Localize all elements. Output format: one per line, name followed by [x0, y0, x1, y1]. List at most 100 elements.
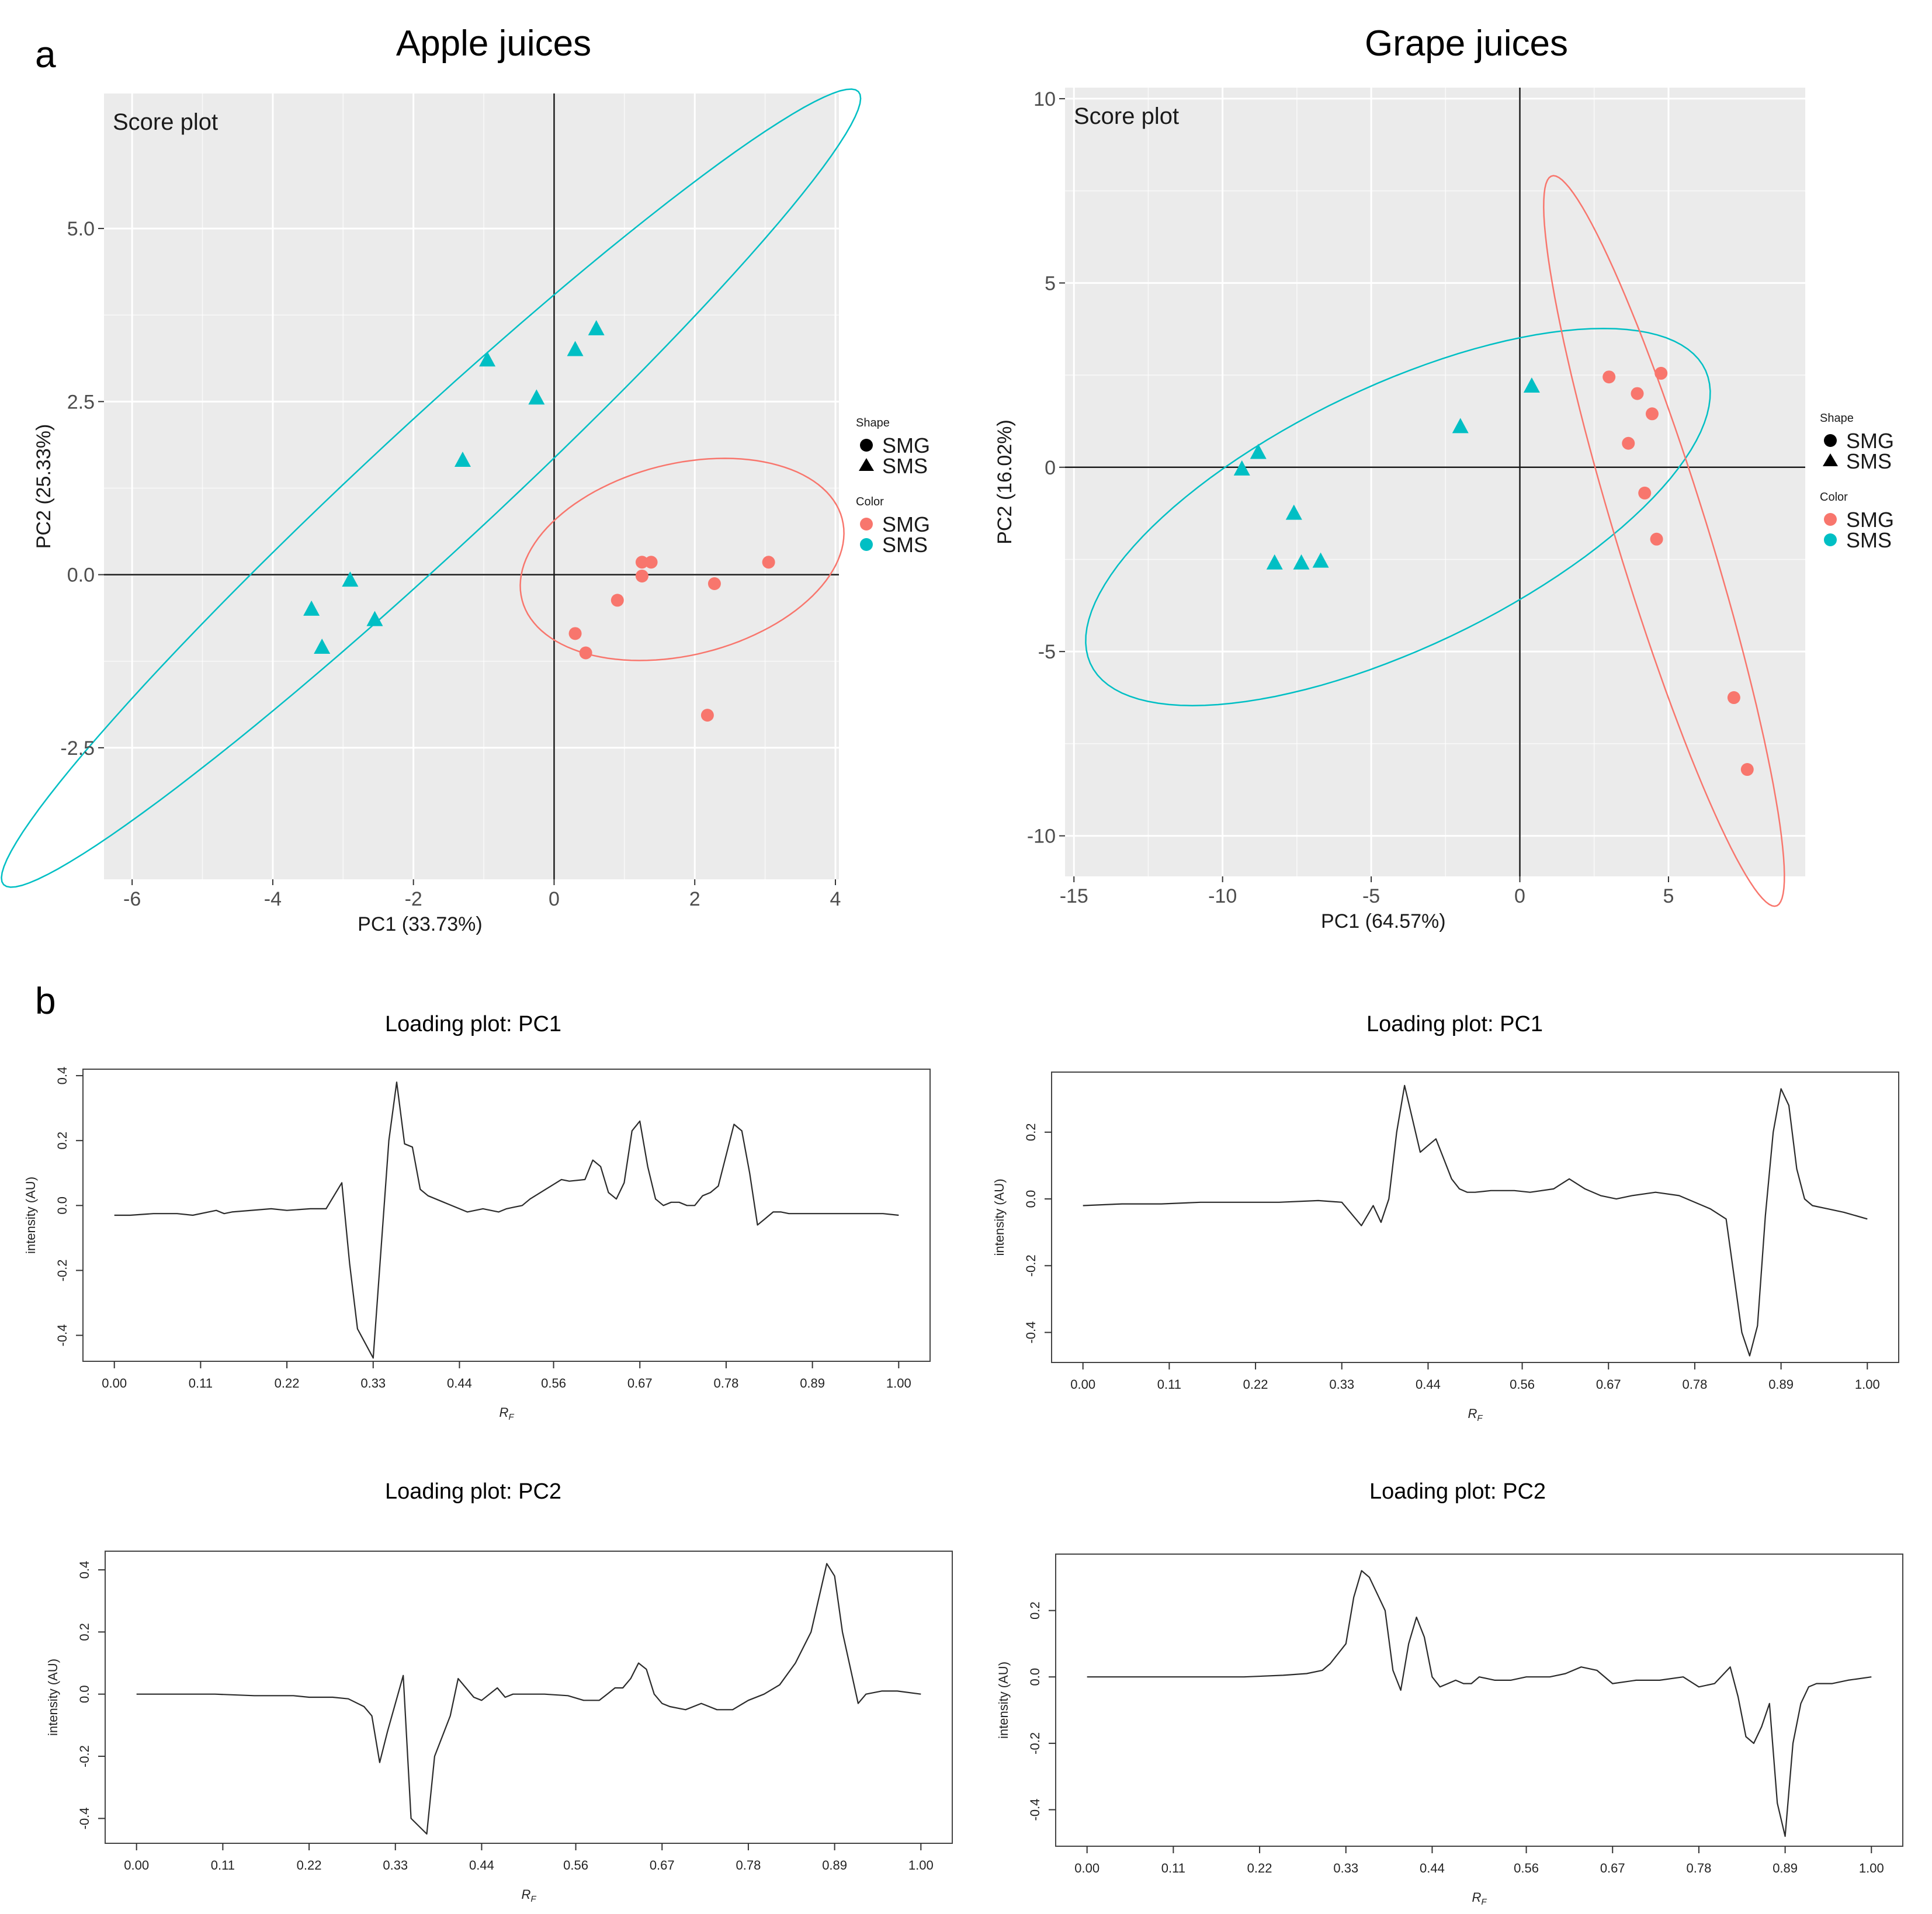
- grape-pc1-loading-plot: Loading plot: PC1 0.00 0.11 0.22 0.33 0.44 0.5…: [992, 1012, 1899, 1423]
- x-tick-label: 0.78: [1687, 1861, 1712, 1875]
- x-axis-label-subscript: F: [1481, 1897, 1487, 1907]
- x-tick-label: 0.33: [1333, 1861, 1358, 1875]
- point-smg: [707, 577, 721, 590]
- x-tick-label: 4: [830, 888, 841, 910]
- apple-pc1-loading-plot: Loading plot: PC1 0.00 0.11 0.22 0.33 0.44 0.5…: [23, 1012, 931, 1422]
- y-tick-label: -0.4: [55, 1324, 70, 1347]
- x-tick-label: 0.11: [1157, 1377, 1181, 1392]
- y-axis-label: intensity (AU): [992, 1178, 1007, 1256]
- plot-frame: [105, 1551, 953, 1844]
- x-axis-label: PC1 (33.73%): [358, 913, 483, 935]
- x-tick-label: 0.67: [627, 1376, 653, 1391]
- x-tick-label: 0.22: [1247, 1861, 1272, 1875]
- point-smg: [1740, 763, 1754, 776]
- y-tick-label: -2.5: [60, 737, 95, 760]
- x-tick-label: 0.67: [1596, 1377, 1621, 1392]
- point-sms: [1452, 418, 1469, 434]
- y-tick-label: 10: [1033, 88, 1056, 110]
- x-axis-label-subscript: F: [530, 1894, 536, 1904]
- legend-color-smg: SMG: [1846, 508, 1894, 532]
- x-tick-label: 0.44: [1416, 1377, 1441, 1392]
- x-tick-label: -4: [264, 888, 282, 910]
- plot-frame: [82, 1069, 931, 1362]
- legend-circle-icon: [860, 439, 873, 452]
- legend-shape-sms: SMS: [1846, 449, 1892, 473]
- x-tick-label: -15: [1060, 885, 1088, 907]
- y-tick-label: 0.0: [67, 564, 95, 587]
- score-plot-annotation: Score plot: [1074, 103, 1179, 129]
- x-tick-label: 1.00: [1859, 1861, 1884, 1875]
- point-smg: [1654, 366, 1668, 380]
- y-tick-label: 0.0: [77, 1685, 92, 1703]
- y-tick-label: -0.2: [1028, 1732, 1042, 1754]
- x-tick-label: 1.00: [886, 1376, 911, 1391]
- y-tick-label: 0: [1045, 457, 1056, 479]
- x-tick-label: 0.22: [1243, 1377, 1268, 1392]
- x-tick-label: 0.33: [1329, 1377, 1354, 1392]
- y-tick-label: 0.2: [77, 1623, 92, 1641]
- x-axis-label-main: R: [1472, 1890, 1481, 1905]
- legend-smg-swatch: [1824, 513, 1837, 526]
- point-smg: [700, 709, 714, 722]
- y-tick-label: -0.2: [1024, 1254, 1038, 1277]
- grape-pc2-title: Loading plot: PC2: [1369, 1479, 1546, 1504]
- point-smg: [1631, 387, 1644, 400]
- legend-smg-swatch: [860, 518, 873, 530]
- x-tick-label: 0.22: [297, 1858, 322, 1873]
- point-sms: [303, 600, 320, 616]
- confidence-ellipse-sms: [1, 88, 862, 888]
- y-tick-label: 0.4: [55, 1067, 70, 1085]
- x-tick-label: 0.89: [1773, 1861, 1798, 1875]
- x-tick-label: 0.00: [1070, 1377, 1095, 1392]
- y-tick-label: 0.4: [77, 1561, 92, 1579]
- point-smg: [644, 556, 658, 569]
- point-smg: [1603, 370, 1616, 384]
- legend-color-sms: SMS: [1846, 528, 1892, 552]
- point-smg: [635, 556, 648, 569]
- x-axis-label-main: R: [499, 1405, 508, 1420]
- x-tick-label: 0: [549, 888, 560, 910]
- y-tick-label: -5: [1038, 641, 1056, 663]
- legend-shape-title: Shape: [1820, 412, 1854, 425]
- y-tick-label: 5.0: [67, 218, 95, 240]
- x-tick-label: 0.89: [822, 1858, 847, 1873]
- x-axis-label: PC1 (64.57%): [1321, 910, 1446, 932]
- point-sms: [1250, 443, 1267, 459]
- y-axis-label: PC2 (25.33%): [33, 424, 55, 549]
- apple-pc2-title: Loading plot: PC2: [385, 1479, 561, 1504]
- confidence-ellipse-smg: [1543, 175, 1785, 907]
- loading-line: [114, 1081, 899, 1359]
- point-sms: [1312, 552, 1329, 568]
- point-smg: [1727, 691, 1740, 705]
- x-axis-label-main: R: [521, 1887, 530, 1902]
- grape-score-title: Grape juices: [1365, 23, 1568, 64]
- point-sms: [479, 351, 496, 367]
- x-tick-label: 0.89: [800, 1376, 825, 1391]
- y-tick-label: -0.4: [1028, 1799, 1042, 1821]
- legend-shape-smg: SMG: [1846, 429, 1894, 453]
- x-tick-label: 0.22: [275, 1376, 300, 1391]
- x-tick-label: 0.11: [189, 1376, 213, 1391]
- y-tick-label: -0.4: [1024, 1322, 1038, 1344]
- x-tick-label: 0.11: [1161, 1861, 1185, 1875]
- x-axis-label: RF: [521, 1887, 536, 1904]
- y-tick-label: 0.0: [1024, 1190, 1038, 1208]
- x-tick-label: -10: [1208, 885, 1237, 907]
- y-tick-label: 0.0: [55, 1197, 70, 1215]
- y-tick-label: -0.2: [77, 1745, 92, 1767]
- point-sms: [314, 639, 331, 654]
- legend-sms-swatch: [1824, 533, 1837, 546]
- y-tick-label: -0.4: [77, 1807, 92, 1829]
- point-sms: [1293, 554, 1310, 570]
- confidence-ellipse-smg: [519, 457, 845, 661]
- x-tick-label: 0.89: [1768, 1377, 1794, 1392]
- point-sms: [1523, 377, 1540, 393]
- apple-pc1-title: Loading plot: PC1: [385, 1012, 561, 1036]
- x-axis-label: RF: [1468, 1406, 1483, 1423]
- point-sms: [454, 452, 471, 467]
- x-tick-label: 0.33: [360, 1376, 386, 1391]
- x-tick-label: -2: [405, 888, 422, 910]
- y-tick-label: 0.0: [1028, 1668, 1042, 1686]
- y-tick-label: -0.2: [55, 1259, 70, 1281]
